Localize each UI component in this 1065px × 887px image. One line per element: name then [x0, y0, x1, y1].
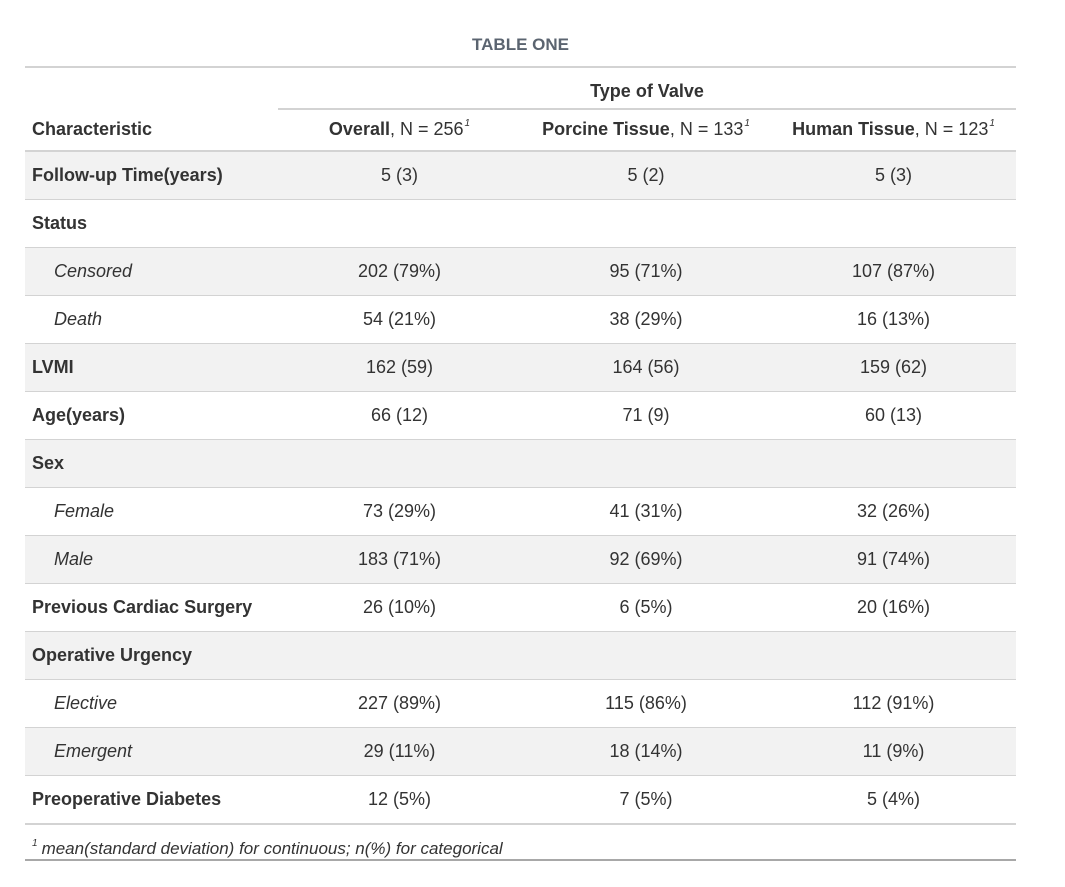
header-human-name: Human Tissue: [792, 119, 915, 139]
cell-porcine: 7 (5%): [619, 789, 673, 809]
table-row: Age(years) 66 (12) 71 (9) 60 (13): [25, 392, 1016, 440]
cell-overall: 66 (12): [370, 405, 429, 425]
row-label: Male: [54, 549, 94, 569]
cell-porcine: 115 (86%): [605, 693, 687, 713]
table-row: Status: [25, 200, 1016, 248]
table-title: TABLE ONE: [25, 26, 1016, 68]
cell-human: 5 (4%): [866, 789, 920, 809]
footnote-mark: 1: [744, 118, 750, 129]
row-label: Death: [54, 309, 103, 329]
cell-porcine: 41 (31%): [609, 501, 683, 521]
row-label: Operative Urgency: [32, 645, 193, 665]
header-porcine-name: Porcine Tissue: [542, 119, 670, 139]
cell-overall: 12 (5%): [367, 789, 432, 809]
column-spanner: Type of Valve: [278, 68, 1016, 110]
table-row: Operative Urgency: [25, 632, 1016, 680]
cell-human: 16 (13%): [856, 309, 931, 329]
header-overall-n: , N = 256: [389, 119, 464, 139]
row-label: Censored: [54, 261, 133, 281]
column-header-row: Characteristic Overall, N = 2561 Porcine…: [25, 108, 1016, 152]
row-label: Previous Cardiac Surgery: [32, 597, 253, 617]
cell-overall: 29 (11%): [363, 741, 436, 761]
summary-table: TABLE ONE Type of Valve Characteristic O…: [25, 26, 1016, 861]
cell-overall: 54 (21%): [362, 309, 437, 329]
cell-human: 91 (74%): [856, 549, 931, 569]
table-row: Male 183 (71%) 92 (69%) 91 (74%): [25, 536, 1016, 584]
table-row: Elective 227 (89%) 115 (86%) 112 (91%): [25, 680, 1016, 728]
row-label: Emergent: [54, 741, 133, 761]
row-label: Preoperative Diabetes: [32, 789, 222, 809]
spanner-row: Type of Valve: [25, 68, 1016, 110]
cell-human: 5 (3): [874, 165, 912, 185]
row-label: Follow-up Time(years): [32, 165, 223, 185]
row-label: Female: [54, 501, 115, 521]
cell-overall: 202 (79%): [357, 261, 442, 281]
cell-human: 60 (13): [864, 405, 923, 425]
cell-porcine: 5 (2): [627, 165, 665, 185]
header-porcine: Porcine Tissue, N = 1331: [521, 118, 771, 140]
cell-human: 107 (87%): [851, 261, 936, 281]
cell-human: 112 (91%): [852, 693, 935, 713]
cell-overall: 227 (89%): [357, 693, 442, 713]
footnote-mark: 1: [32, 838, 38, 849]
table-row: Female 73 (29%) 41 (31%) 32 (26%): [25, 488, 1016, 536]
cell-human: 11 (9%): [862, 741, 925, 761]
table-row: LVMI 162 (59) 164 (56) 159 (62): [25, 344, 1016, 392]
cell-porcine: 71 (9): [622, 405, 670, 425]
cell-porcine: 92 (69%): [609, 549, 683, 569]
table-footnote: 1 mean(standard deviation) for continuous…: [25, 824, 1016, 861]
footnote-text: mean(standard deviation) for continuous;…: [41, 839, 503, 858]
header-characteristic: Characteristic: [32, 118, 153, 139]
cell-overall: 183 (71%): [357, 549, 442, 569]
header-overall-name: Overall: [328, 119, 390, 139]
header-human-n: , N = 123: [914, 119, 989, 139]
row-label: Elective: [54, 693, 118, 713]
cell-porcine: 6 (5%): [619, 597, 673, 617]
cell-porcine: 95 (71%): [609, 261, 683, 281]
row-label: Age(years): [32, 405, 126, 425]
cell-porcine: 18 (14%): [609, 741, 683, 761]
table-row: Preoperative Diabetes 12 (5%) 7 (5%) 5 (…: [25, 776, 1016, 824]
header-human: Human Tissue, N = 1231: [771, 118, 1016, 140]
cell-human: 159 (62): [859, 357, 928, 377]
cell-porcine: 38 (29%): [609, 309, 683, 329]
table-row: Death 54 (21%) 38 (29%) 16 (13%): [25, 296, 1016, 344]
cell-overall: 5 (3): [380, 165, 418, 185]
footnote-mark: 1: [464, 118, 471, 129]
cell-human: 20 (16%): [856, 597, 931, 617]
table-row: Previous Cardiac Surgery 26 (10%) 6 (5%)…: [25, 584, 1016, 632]
table-row: Sex: [25, 440, 1016, 488]
cell-human: 32 (26%): [856, 501, 931, 521]
cell-overall: 73 (29%): [362, 501, 437, 521]
table-row: Emergent 29 (11%) 18 (14%) 11 (9%): [25, 728, 1016, 776]
cell-overall: 162 (59): [365, 357, 434, 377]
header-overall: Overall, N = 2561: [278, 118, 521, 140]
cell-porcine: 164 (56): [612, 357, 680, 377]
row-label: Status: [32, 213, 88, 233]
table-row: Censored 202 (79%) 95 (71%) 107 (87%): [25, 248, 1016, 296]
header-porcine-n: , N = 133: [669, 119, 744, 139]
cell-overall: 26 (10%): [362, 597, 437, 617]
table-row: Follow-up Time(years) 5 (3) 5 (2) 5 (3): [25, 152, 1016, 200]
footnote-mark: 1: [989, 118, 995, 129]
row-label: LVMI: [32, 357, 74, 377]
row-label: Sex: [32, 453, 65, 473]
